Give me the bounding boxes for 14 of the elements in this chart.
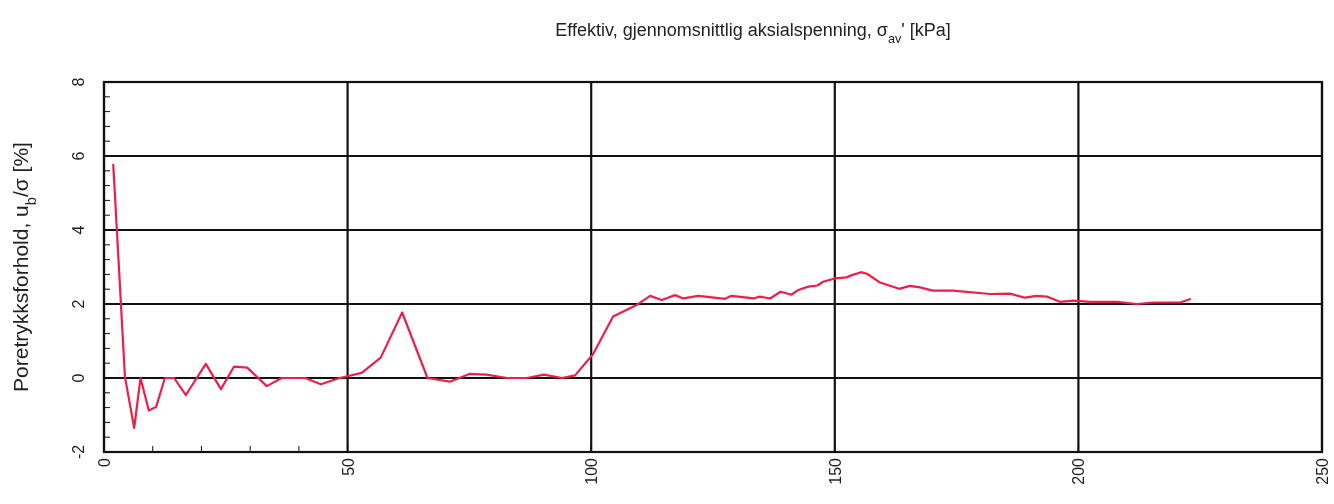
- x-tick-label: 250: [1314, 457, 1331, 485]
- x-tick-label: 200: [1070, 457, 1088, 485]
- line-series: [112, 163, 1192, 430]
- y-tick-label: 8: [70, 77, 87, 87]
- y-tick-label: 4: [70, 225, 87, 235]
- x-tick-label: 100: [583, 457, 601, 485]
- y-tick-label: 6: [70, 151, 87, 161]
- y-tick-label: 0: [70, 373, 87, 383]
- x-tick-label: 150: [826, 457, 844, 485]
- x-tick-label: 50: [339, 457, 357, 476]
- y-tick-label: 2: [70, 299, 87, 309]
- y-tick-label: -2: [70, 444, 87, 460]
- x-tick-label: 0: [96, 457, 113, 467]
- x-axis-title: Effektiv, gjennomsnittlig aksialspenning, σ$_{av}$' [kPa]: [555, 20, 951, 46]
